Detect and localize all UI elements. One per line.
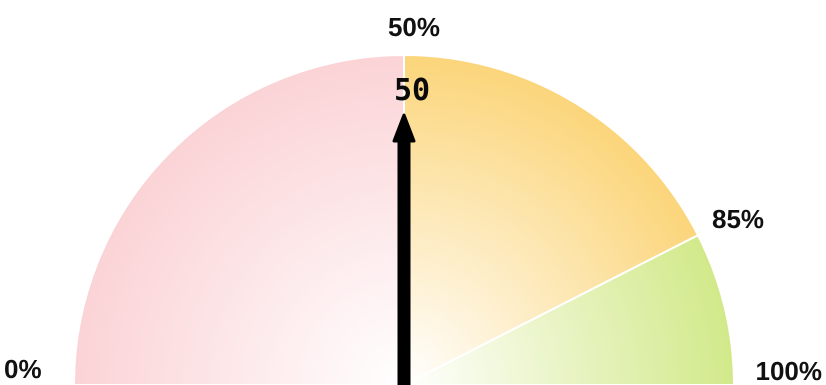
gauge-bands	[72, 53, 736, 385]
gauge-band-50-85	[403, 53, 700, 385]
gauge-value-label: 50	[394, 73, 430, 108]
tick-label-85: 85%	[712, 204, 764, 234]
gauge-band-0-50	[72, 53, 405, 385]
tick-label-50: 50%	[388, 12, 440, 42]
gauge-needle-group	[392, 113, 416, 385]
gauge-needle	[392, 113, 416, 385]
tick-label-100: 100%	[756, 356, 823, 385]
gauge-band-85-100	[403, 233, 736, 385]
gauge-labels: 0% 50% 85% 100% 50	[4, 12, 822, 385]
tick-label-0: 0%	[4, 354, 42, 384]
